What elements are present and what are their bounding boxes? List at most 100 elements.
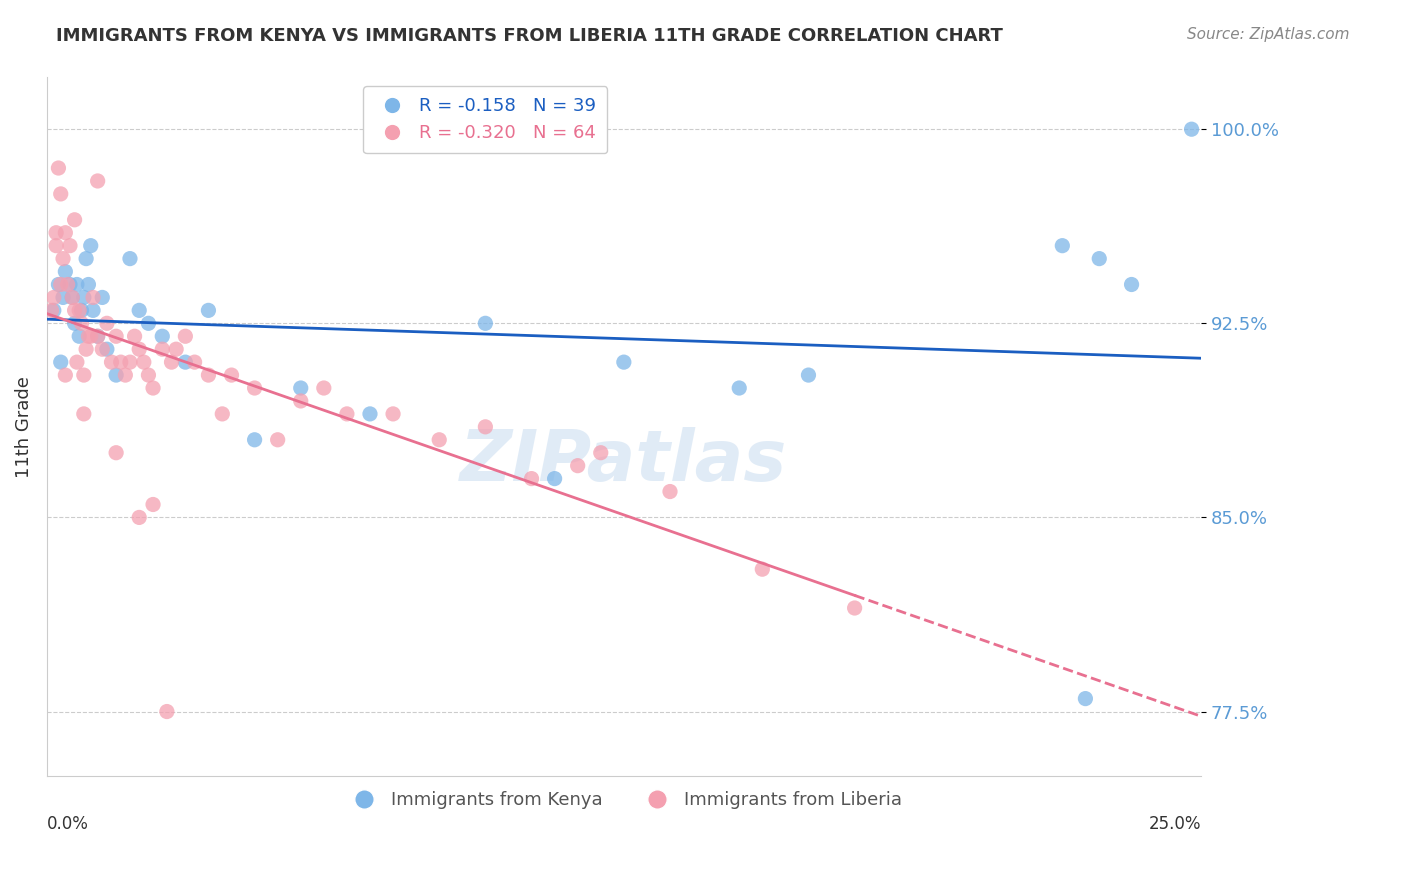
- Point: [156, 705, 179, 719]
- Point: [105, 368, 128, 382]
- Point: [1074, 691, 1097, 706]
- Point: [474, 420, 496, 434]
- Point: [42, 303, 65, 318]
- Point: [589, 446, 612, 460]
- Point: [150, 342, 173, 356]
- Point: [45, 238, 67, 252]
- Point: [53, 226, 76, 240]
- Point: [659, 484, 682, 499]
- Point: [59, 238, 82, 252]
- Point: [67, 303, 90, 318]
- Point: [48, 161, 70, 175]
- Point: [266, 433, 288, 447]
- Point: [118, 355, 141, 369]
- Point: [1121, 277, 1143, 292]
- Point: [41, 303, 63, 318]
- Point: [59, 277, 82, 292]
- Point: [80, 329, 103, 343]
- Legend: Immigrants from Kenya, Immigrants from Liberia: Immigrants from Kenya, Immigrants from L…: [339, 784, 910, 816]
- Point: [86, 174, 108, 188]
- Point: [91, 290, 114, 304]
- Point: [728, 381, 751, 395]
- Point: [243, 433, 266, 447]
- Point: [48, 277, 70, 292]
- Point: [63, 212, 86, 227]
- Point: [73, 407, 96, 421]
- Point: [77, 329, 100, 343]
- Point: [543, 472, 565, 486]
- Point: [312, 381, 335, 395]
- Point: [100, 355, 122, 369]
- Point: [797, 368, 820, 382]
- Point: [82, 303, 104, 318]
- Point: [128, 510, 150, 524]
- Text: ZIPatlas: ZIPatlas: [460, 427, 787, 496]
- Text: 25.0%: 25.0%: [1149, 815, 1201, 833]
- Point: [138, 316, 160, 330]
- Point: [290, 381, 312, 395]
- Point: [128, 303, 150, 318]
- Point: [174, 355, 197, 369]
- Point: [45, 226, 67, 240]
- Text: Source: ZipAtlas.com: Source: ZipAtlas.com: [1187, 27, 1350, 42]
- Point: [86, 329, 108, 343]
- Point: [77, 277, 100, 292]
- Point: [1088, 252, 1111, 266]
- Point: [86, 329, 108, 343]
- Point: [63, 303, 86, 318]
- Y-axis label: 11th Grade: 11th Grade: [15, 376, 32, 478]
- Point: [520, 472, 543, 486]
- Point: [567, 458, 589, 473]
- Point: [49, 277, 72, 292]
- Point: [165, 342, 187, 356]
- Point: [128, 342, 150, 356]
- Point: [49, 186, 72, 201]
- Point: [105, 446, 128, 460]
- Point: [197, 303, 219, 318]
- Point: [91, 342, 114, 356]
- Point: [142, 381, 165, 395]
- Point: [613, 355, 636, 369]
- Point: [132, 355, 155, 369]
- Point: [150, 329, 173, 343]
- Point: [243, 381, 266, 395]
- Point: [844, 601, 866, 615]
- Point: [1052, 238, 1074, 252]
- Point: [359, 407, 381, 421]
- Point: [336, 407, 359, 421]
- Point: [52, 290, 75, 304]
- Point: [70, 316, 93, 330]
- Point: [75, 342, 97, 356]
- Point: [82, 290, 104, 304]
- Point: [49, 355, 72, 369]
- Text: IMMIGRANTS FROM KENYA VS IMMIGRANTS FROM LIBERIA 11TH GRADE CORRELATION CHART: IMMIGRANTS FROM KENYA VS IMMIGRANTS FROM…: [56, 27, 1002, 45]
- Point: [73, 290, 96, 304]
- Point: [60, 290, 83, 304]
- Point: [96, 342, 118, 356]
- Point: [75, 252, 97, 266]
- Point: [110, 355, 132, 369]
- Point: [70, 303, 93, 318]
- Point: [382, 407, 405, 421]
- Point: [124, 329, 146, 343]
- Text: 0.0%: 0.0%: [46, 815, 89, 833]
- Point: [211, 407, 233, 421]
- Point: [52, 252, 75, 266]
- Point: [118, 252, 141, 266]
- Point: [66, 355, 89, 369]
- Point: [142, 498, 165, 512]
- Point: [751, 562, 773, 576]
- Point: [80, 238, 103, 252]
- Point: [183, 355, 205, 369]
- Point: [53, 368, 76, 382]
- Point: [114, 368, 136, 382]
- Point: [474, 316, 496, 330]
- Point: [160, 355, 183, 369]
- Point: [67, 329, 90, 343]
- Point: [96, 316, 118, 330]
- Point: [197, 368, 219, 382]
- Point: [427, 433, 450, 447]
- Point: [73, 368, 96, 382]
- Point: [174, 329, 197, 343]
- Point: [66, 277, 89, 292]
